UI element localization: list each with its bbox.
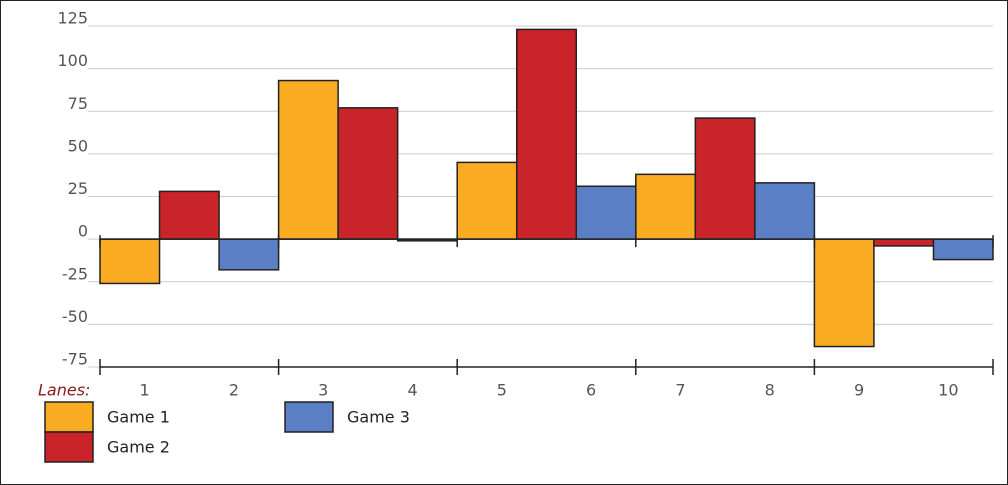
bar — [754, 182, 816, 240]
y-tick-label: -25 — [62, 264, 88, 283]
bar — [456, 161, 518, 240]
x-tick-label: 5 — [497, 381, 507, 400]
y-tick-label: 50 — [68, 136, 88, 155]
bar — [635, 173, 697, 240]
x-tick-label: 8 — [765, 381, 775, 400]
y-tick-label: 125 — [57, 9, 88, 28]
x-tick-label: 3 — [318, 381, 328, 400]
bar — [932, 238, 994, 261]
bar — [813, 238, 875, 348]
y-tick-label: 0 — [78, 222, 88, 241]
y-tick-label: 75 — [68, 94, 88, 113]
bar — [694, 117, 756, 240]
x-tick-label: 6 — [586, 381, 596, 400]
x-tick-label: 4 — [407, 381, 417, 400]
bar — [515, 28, 578, 240]
bar — [337, 107, 399, 240]
legend-label: Game 1 — [107, 408, 170, 427]
x-tick-label: 10 — [938, 381, 958, 400]
bar — [873, 238, 935, 247]
legend-swatch — [44, 401, 94, 433]
x-tick-label: 9 — [854, 381, 864, 400]
bar — [277, 79, 339, 240]
legend-swatch — [44, 431, 94, 463]
x-axis-label: Lanes: — [38, 381, 90, 400]
y-tick-label: 25 — [68, 179, 88, 198]
legend-swatch — [284, 401, 334, 433]
y-tick-label: 100 — [57, 51, 88, 70]
legend-label: Game 2 — [107, 438, 170, 457]
y-tick-label: -50 — [62, 307, 88, 326]
x-tick-label: 7 — [675, 381, 685, 400]
legend-label: Game 3 — [347, 408, 410, 427]
bar — [575, 185, 637, 240]
bar — [218, 238, 280, 271]
y-tick-label: -75 — [62, 350, 88, 369]
bar — [158, 190, 220, 240]
bar — [99, 238, 161, 285]
x-tick-label: 2 — [229, 381, 239, 400]
x-tick-label: 1 — [140, 381, 150, 400]
